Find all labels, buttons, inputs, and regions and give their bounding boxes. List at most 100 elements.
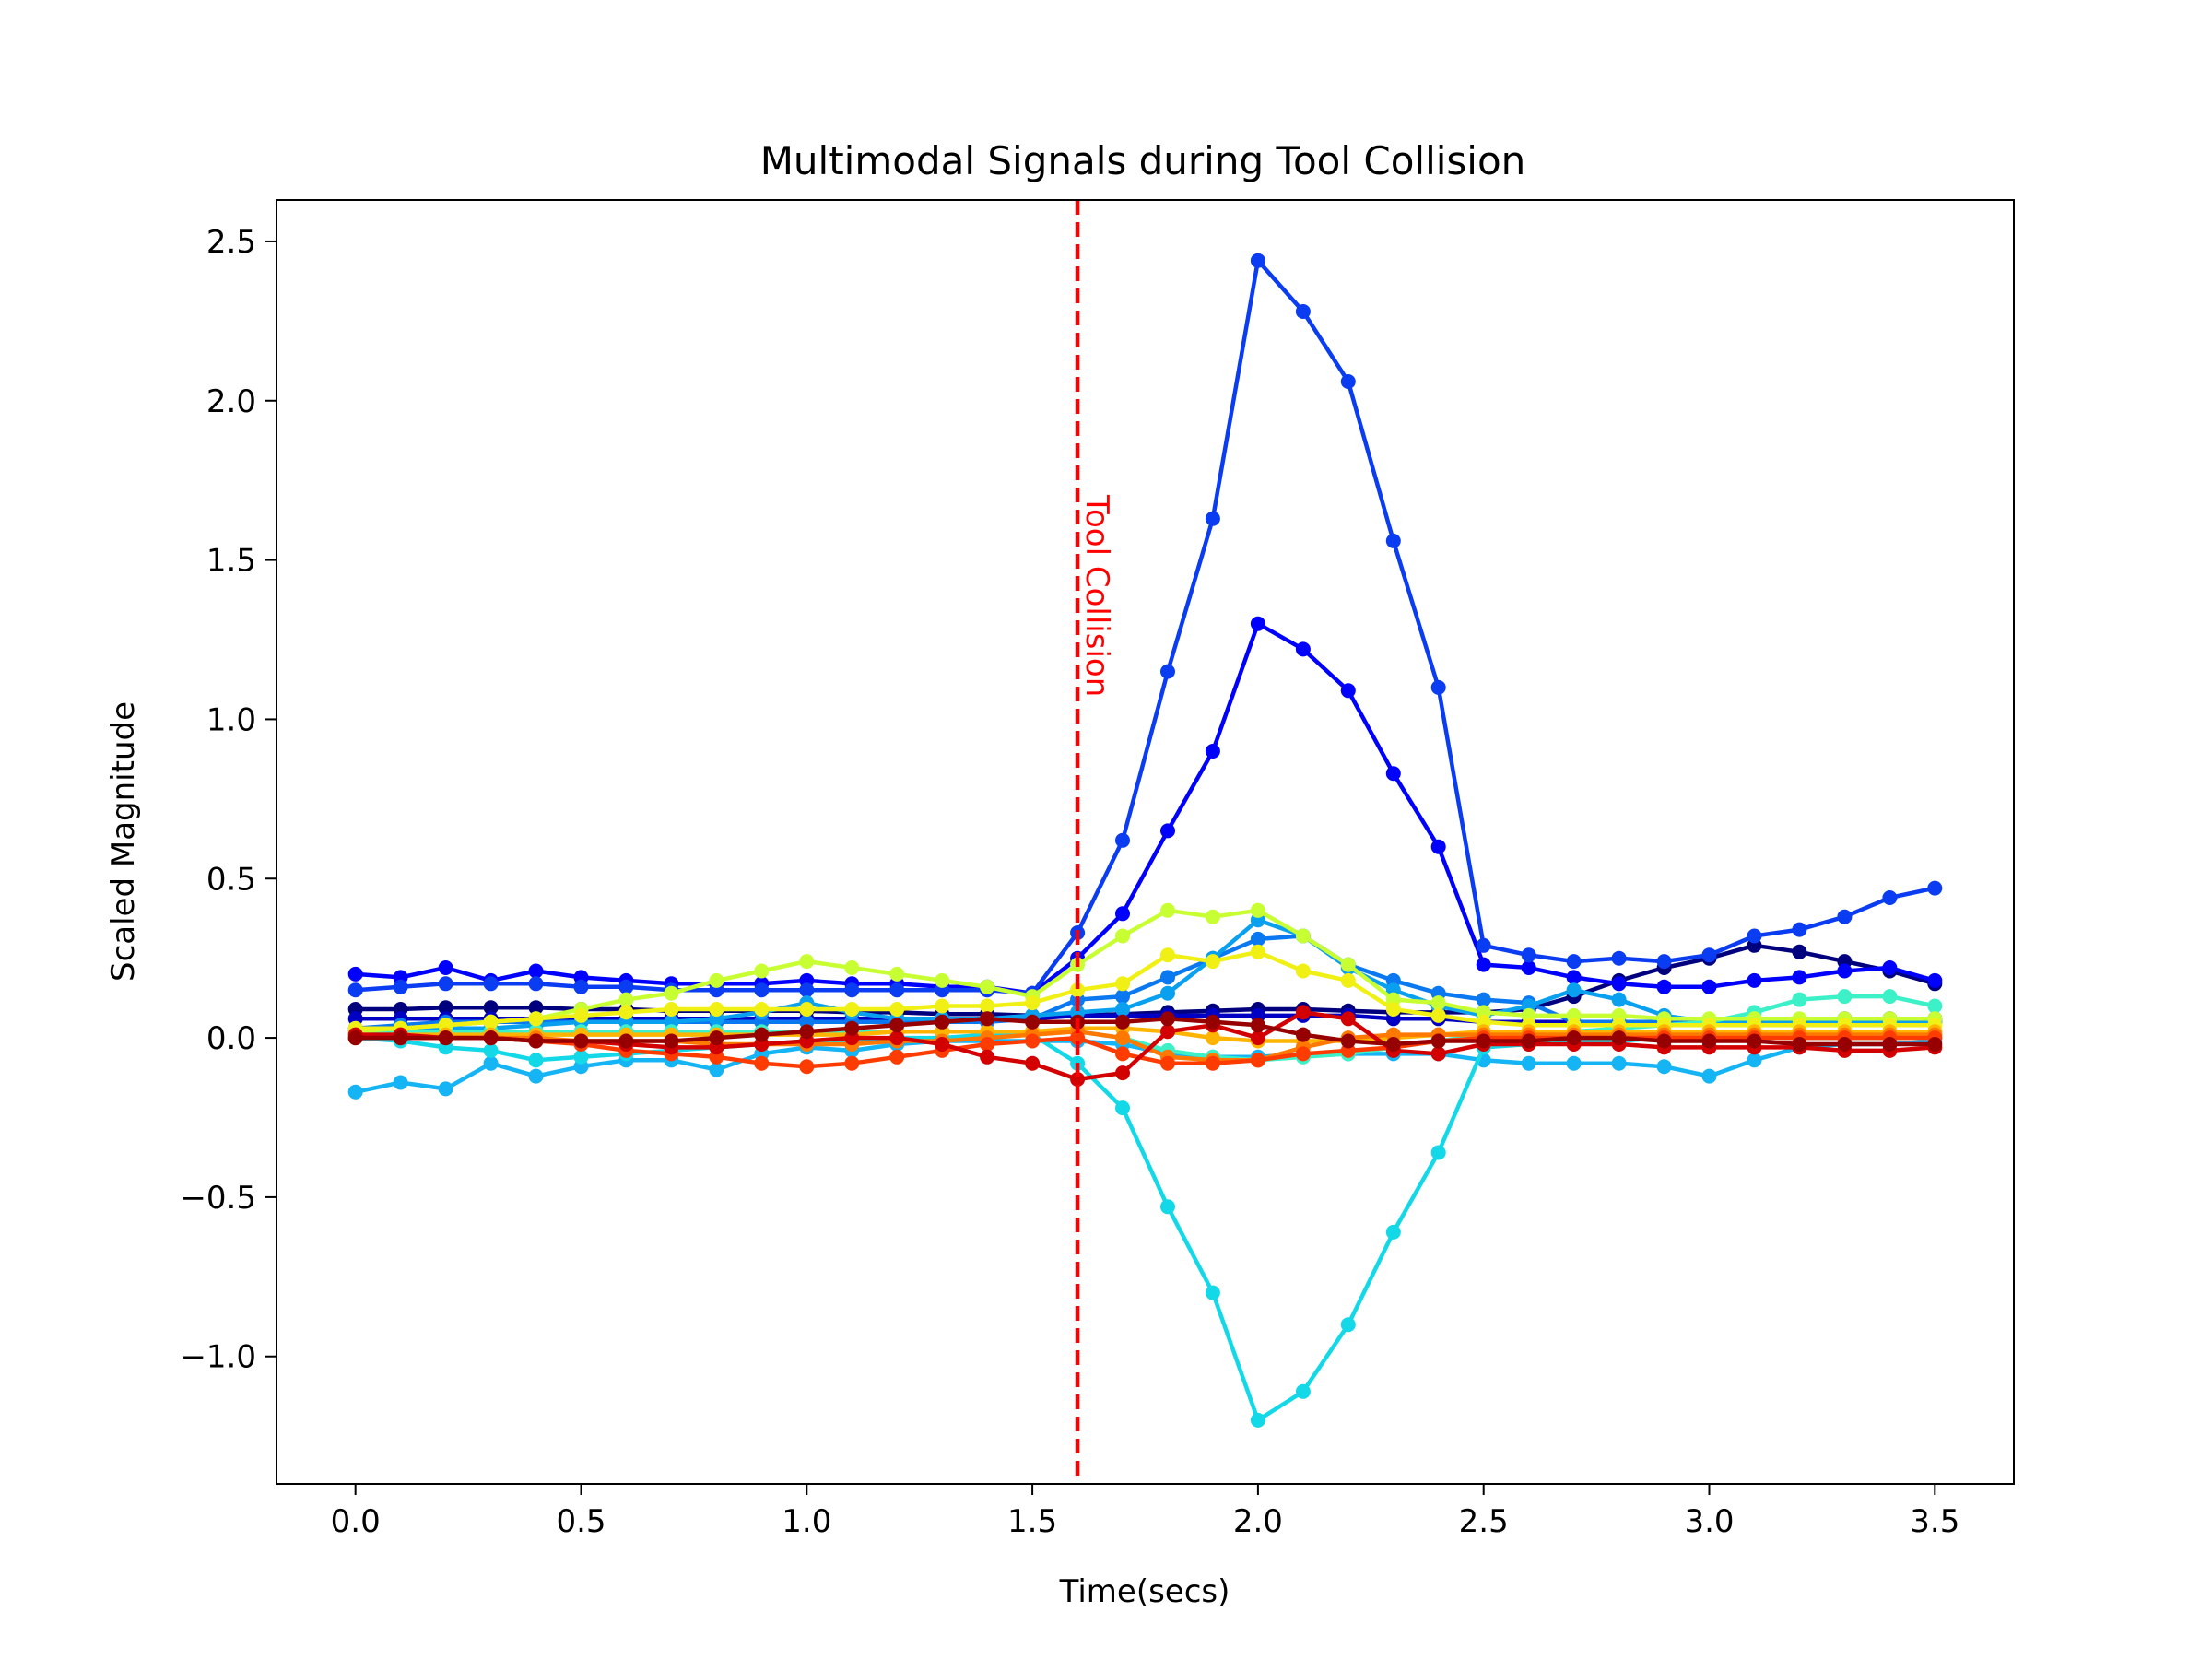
data-point [1927,972,1943,988]
data-point [935,1014,950,1030]
data-point [438,960,453,975]
x-tick-label: 3.5 [1910,1503,1959,1540]
data-point [709,1030,724,1046]
data-point [1340,1033,1356,1049]
data-point [528,976,544,992]
data-point [1747,1033,1762,1049]
x-tick-label: 2.0 [1233,1503,1283,1540]
data-point [1340,972,1356,988]
data-point [1160,947,1175,963]
data-point [1115,1030,1130,1046]
data-point [1295,928,1311,944]
data-point [889,982,905,998]
data-point [980,1011,995,1027]
data-point [483,1014,499,1030]
data-point [844,960,860,975]
data-point [1115,1014,1130,1030]
data-point [889,966,905,982]
x-axis: 0.0 0.5 1.0 1.5 2.0 2.5 3.0 3.5 [331,1484,1959,1540]
data-point [1566,982,1582,998]
data-point [844,1002,860,1017]
series-line [355,1010,1936,1082]
data-point [1025,1055,1041,1071]
y-axis: −1.0 −0.5 0.0 0.5 1.0 1.5 2.0 2.5 [180,224,276,1376]
data-point [1476,957,1491,972]
plot-area [347,200,1943,1484]
data-point [1340,957,1356,972]
data-point [1205,1285,1220,1300]
data-point [1430,679,1446,695]
data-point [1385,766,1401,782]
data-point [1160,1199,1175,1215]
x-tick-label: 0.5 [556,1503,606,1540]
data-point [1385,1002,1401,1017]
x-tick-label: 2.5 [1459,1503,1509,1540]
data-point [1430,1145,1446,1160]
data-point [889,1002,905,1017]
data-point [1250,902,1265,918]
data-point [1430,1007,1446,1023]
data-point [618,992,634,1007]
collision-marker-label: Tool Collision [1078,494,1115,697]
data-point [347,966,363,982]
data-point [1160,985,1175,1001]
x-tick-label: 3.0 [1684,1503,1734,1540]
data-point [573,1033,589,1049]
data-point [528,1033,544,1049]
data-point [1701,1068,1717,1084]
data-point [1747,972,1762,988]
data-point [664,1033,679,1049]
data-point [1340,683,1356,699]
data-point [1611,1030,1627,1046]
data-point [935,1037,950,1052]
data-point [528,1068,544,1084]
x-tick-label: 0.0 [331,1503,381,1540]
data-point [1160,1011,1175,1027]
data-point [799,1024,815,1040]
data-point [1205,1055,1220,1071]
series-line [355,258,1936,995]
data-point [1882,890,1898,905]
data-point [1521,947,1536,963]
data-point [393,979,408,994]
chart-title: Multimodal Signals during Tool Collision [760,138,1526,183]
data-point [1476,937,1491,953]
series-16 [347,1011,1943,1052]
series-line [355,943,1936,1018]
data-point [709,1002,724,1017]
data-point [483,1000,499,1016]
data-point [935,972,950,988]
data-point [1295,1383,1311,1399]
data-point [483,1042,499,1058]
data-point [1882,960,1898,975]
data-point [1837,909,1853,924]
data-point [1837,989,1853,1005]
data-point [1250,944,1265,959]
data-point [844,982,860,998]
data-point [1115,928,1130,944]
data-point [754,982,770,998]
data-point [1295,1046,1311,1062]
y-tick-label: 2.5 [206,224,256,261]
data-point [1701,979,1717,994]
data-point [347,1084,363,1100]
data-point [528,1053,544,1068]
data-point [1115,1065,1130,1081]
data-point [1611,992,1627,1007]
data-point [393,1075,408,1090]
data-point [1295,963,1311,979]
data-point [1250,1018,1265,1033]
data-point [1115,906,1130,922]
data-point [438,1030,453,1046]
data-point [980,1049,995,1065]
data-point [709,1062,724,1077]
data-point [1430,1046,1446,1062]
data-point [1566,970,1582,985]
data-point [799,1002,815,1017]
data-point [1566,954,1582,970]
data-point [1701,1033,1717,1049]
data-point [1611,1055,1627,1071]
data-point [1115,832,1130,848]
data-point [1295,1027,1311,1042]
